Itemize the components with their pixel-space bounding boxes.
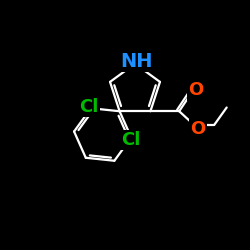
Text: NH: NH	[120, 52, 152, 71]
Text: O: O	[190, 120, 206, 138]
Text: Cl: Cl	[79, 98, 98, 116]
Text: Cl: Cl	[122, 131, 141, 149]
Text: O: O	[188, 82, 204, 100]
